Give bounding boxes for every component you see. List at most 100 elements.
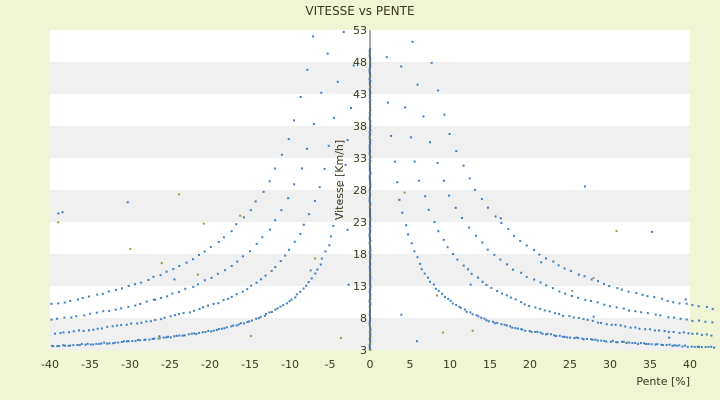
y-tick-label: 28 <box>353 184 367 197</box>
data-point <box>144 338 147 341</box>
data-point <box>193 309 196 312</box>
data-point <box>628 341 631 344</box>
data-point <box>462 164 465 167</box>
data-point <box>643 342 646 345</box>
data-point <box>131 340 134 343</box>
data-point <box>615 230 618 233</box>
data-point <box>596 301 599 304</box>
data-point <box>263 314 266 317</box>
data-point <box>269 228 272 231</box>
data-point <box>558 313 561 316</box>
data-point <box>628 309 631 312</box>
data-point <box>326 52 329 55</box>
data-point <box>129 247 132 250</box>
data-point <box>400 65 403 68</box>
data-point <box>442 331 445 334</box>
data-point <box>671 344 674 347</box>
data-point <box>206 304 209 307</box>
data-point <box>609 340 612 343</box>
data-point <box>139 339 142 342</box>
data-point <box>668 336 671 339</box>
data-point <box>622 340 625 343</box>
data-point <box>496 321 499 324</box>
data-point <box>314 257 317 260</box>
data-point <box>658 329 661 332</box>
data-point <box>385 56 388 59</box>
data-point <box>174 314 177 317</box>
data-point <box>203 250 206 253</box>
data-point <box>134 340 137 343</box>
x-tick-label: 0 <box>367 358 374 371</box>
data-point <box>386 101 389 104</box>
data-point <box>685 318 688 321</box>
data-point <box>477 315 480 318</box>
data-point <box>148 338 151 341</box>
data-point <box>212 329 215 332</box>
data-point <box>405 224 408 227</box>
data-point <box>433 221 436 224</box>
data-point <box>149 320 152 323</box>
data-point <box>310 277 313 280</box>
data-point <box>451 302 454 305</box>
data-point <box>309 269 312 272</box>
data-point <box>227 297 230 300</box>
data-point <box>100 342 103 345</box>
data-point <box>626 341 629 344</box>
data-point <box>586 318 589 321</box>
data-point <box>56 345 59 348</box>
data-point <box>96 327 99 330</box>
data-point <box>114 341 117 344</box>
data-point <box>520 271 523 274</box>
data-point <box>563 267 566 270</box>
data-point <box>577 296 580 299</box>
data-point <box>336 80 339 83</box>
data-point <box>230 295 233 298</box>
data-point <box>313 199 316 202</box>
data-point <box>312 123 315 126</box>
data-point <box>519 240 522 243</box>
data-point <box>163 316 166 319</box>
data-point <box>562 314 565 317</box>
x-tick-label: -40 <box>41 358 59 371</box>
data-point <box>619 324 622 327</box>
data-point <box>536 330 539 333</box>
data-point <box>191 258 194 261</box>
data-point <box>608 305 611 308</box>
data-point <box>153 337 156 340</box>
data-point <box>647 343 650 346</box>
x-tick-label: 10 <box>443 358 457 371</box>
data-point <box>82 329 85 332</box>
x-tick-label: -30 <box>121 358 139 371</box>
data-point <box>455 150 458 153</box>
data-point <box>413 160 416 163</box>
data-point <box>268 311 271 314</box>
data-point <box>241 290 244 293</box>
data-point <box>106 342 109 345</box>
data-point <box>92 328 95 331</box>
data-point <box>582 318 585 321</box>
data-point <box>237 323 240 326</box>
data-point <box>69 299 72 302</box>
data-point <box>287 138 290 141</box>
data-point <box>69 344 72 347</box>
data-point <box>236 260 239 263</box>
data-point <box>217 240 220 243</box>
data-point <box>282 304 285 307</box>
data-point <box>424 195 427 198</box>
data-point <box>125 323 128 326</box>
data-point <box>539 281 542 284</box>
data-point <box>590 338 593 341</box>
data-point <box>442 179 445 182</box>
y-tick-label: 18 <box>353 248 367 261</box>
data-point <box>235 324 238 327</box>
data-point <box>505 294 508 297</box>
data-point <box>428 280 431 283</box>
data-point <box>114 289 117 292</box>
data-point <box>280 209 283 212</box>
data-point <box>308 213 311 216</box>
y-tick-label: 13 <box>353 280 367 293</box>
data-point <box>520 301 523 304</box>
data-point <box>165 270 168 273</box>
data-point <box>262 190 265 193</box>
data-point <box>577 317 580 320</box>
